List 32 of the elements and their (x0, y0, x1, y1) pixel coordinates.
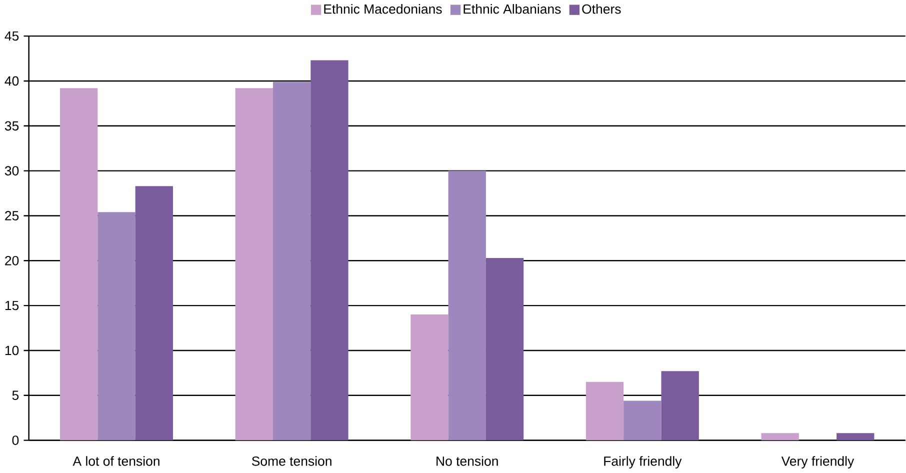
y-tick-label: 10 (5, 346, 19, 356)
x-tick-label: Fairly friendly (604, 456, 682, 469)
bar (98, 212, 136, 440)
bar (486, 258, 524, 440)
x-tick-label: A lot of tension (72, 456, 160, 466)
y-tick-label: 0 (12, 436, 19, 446)
x-tick-label: No tension (436, 456, 498, 466)
bar (135, 186, 173, 440)
bar (761, 433, 799, 440)
x-tick-label: Very friendly (781, 456, 854, 469)
y-tick-label: 25 (5, 211, 19, 220)
y-tick-label: 20 (5, 256, 19, 266)
y-tick-label: 30 (4, 166, 19, 176)
bar (235, 88, 273, 440)
y-tick-label: 35 (4, 121, 19, 131)
y-tick-label: 40 (4, 76, 19, 86)
y-tick-label: 15 (5, 301, 19, 310)
legend-label: Ethnic Albanians (464, 4, 561, 14)
bar (836, 433, 874, 440)
legend-label: Others (582, 4, 621, 14)
bar (624, 400, 662, 440)
bar (448, 170, 486, 440)
bar (586, 382, 624, 440)
legend-label: Ethnic Macedonians (324, 4, 442, 14)
y-tick-label: 45 (4, 32, 19, 41)
x-tick-label: Some tension (252, 456, 332, 466)
bar (310, 60, 348, 440)
bar (272, 82, 311, 440)
y-tick-label: 5 (12, 390, 19, 400)
bar (60, 88, 98, 440)
bar (410, 314, 448, 440)
bar (661, 371, 699, 440)
